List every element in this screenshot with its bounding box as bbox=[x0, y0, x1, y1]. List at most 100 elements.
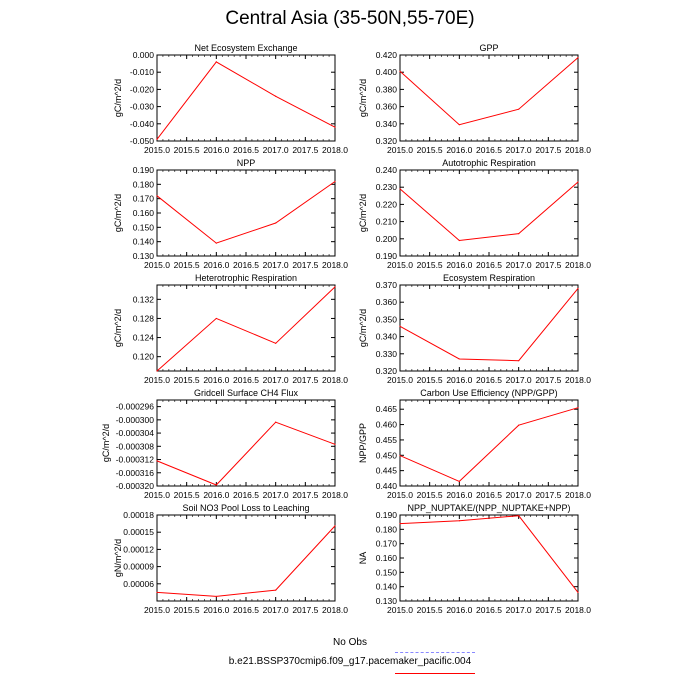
series-line bbox=[156, 181, 336, 244]
data-point bbox=[156, 460, 158, 462]
x-tick-label: 2016.0 bbox=[203, 490, 229, 500]
y-tick-label: 0.340 bbox=[376, 332, 398, 342]
plot-frame bbox=[156, 284, 336, 372]
y-tick-label: 0.465 bbox=[376, 404, 398, 414]
x-tick-label: 2017.5 bbox=[292, 490, 318, 500]
data-point bbox=[334, 126, 336, 128]
y-axis-label: gC/m^2/d bbox=[101, 424, 111, 462]
data-point bbox=[156, 591, 158, 594]
y-tick-label: 0.00018 bbox=[123, 510, 154, 520]
chart-panel: Heterotrophic Respiration gC/m^2/d 2015.0 2… bbox=[113, 273, 348, 385]
panel-title: Carbon Use Efficiency (NPP/GPP) bbox=[420, 388, 557, 398]
data-point bbox=[399, 325, 401, 327]
x-tick-label: 2017.5 bbox=[292, 260, 318, 270]
y-tick-label: 0.160 bbox=[133, 208, 155, 218]
series-line bbox=[399, 288, 579, 362]
y-tick-label: 0.330 bbox=[376, 349, 398, 359]
x-tick-label: 2018.0 bbox=[322, 490, 348, 500]
y-axis-label: gC/m^2/d bbox=[358, 309, 368, 347]
y-tick-label: -0.050 bbox=[130, 136, 154, 146]
chart-panel: NPP_NUPTAKE/(NPP_NUPTAKE+NPP) NA 2015.0 201… bbox=[358, 503, 591, 615]
data-point bbox=[334, 443, 336, 445]
x-tick-label: 2015.0 bbox=[144, 605, 170, 615]
x-tick-label: 2018.0 bbox=[565, 490, 591, 500]
y-tick-label: 0.00009 bbox=[123, 562, 154, 572]
y-tick-label: 0.445 bbox=[376, 466, 398, 476]
x-tick-label: 2016.0 bbox=[203, 260, 229, 270]
x-tick-label: 2018.0 bbox=[322, 375, 348, 385]
x-tick-label: 2016.0 bbox=[203, 375, 229, 385]
panel-title: GPP bbox=[479, 43, 498, 53]
x-tick-label: 2017.5 bbox=[535, 490, 561, 500]
y-tick-label: 0.150 bbox=[376, 567, 398, 577]
series-line bbox=[156, 421, 336, 486]
data-point bbox=[458, 239, 460, 242]
data-point bbox=[334, 180, 336, 183]
x-tick-label: 2015.5 bbox=[417, 375, 443, 385]
y-tick-label: 0.320 bbox=[376, 366, 398, 376]
y-tick-label: 0.140 bbox=[376, 582, 398, 592]
x-tick-label: 2016.5 bbox=[476, 260, 502, 270]
x-tick-label: 2015.0 bbox=[387, 605, 413, 615]
y-tick-label: -0.010 bbox=[130, 67, 154, 77]
y-tick-label: 0.350 bbox=[376, 314, 398, 324]
x-tick-label: 2017.5 bbox=[535, 260, 561, 270]
data-point bbox=[215, 242, 217, 244]
y-tick-label: 0.00012 bbox=[123, 544, 154, 554]
y-tick-label: -0.000308 bbox=[116, 441, 155, 451]
y-tick-label: 0.150 bbox=[133, 222, 155, 232]
x-tick-label: 2017.0 bbox=[263, 490, 289, 500]
figure-title: Central Asia (35-50N,55-70E) bbox=[225, 8, 475, 29]
y-tick-label: -0.000300 bbox=[116, 415, 155, 425]
plot-frame bbox=[156, 399, 336, 487]
plot-frame bbox=[156, 514, 336, 602]
chart-panel: Ecosystem Respiration gC/m^2/d 2015.0 2015.… bbox=[358, 273, 591, 385]
plot-frame bbox=[156, 54, 336, 142]
x-tick-label: 2016.0 bbox=[203, 145, 229, 155]
x-tick-label: 2017.0 bbox=[263, 375, 289, 385]
y-tick-label: 0.450 bbox=[376, 450, 398, 460]
x-tick-label: 2015.0 bbox=[144, 145, 170, 155]
data-point bbox=[334, 286, 336, 288]
x-tick-label: 2016.5 bbox=[476, 605, 502, 615]
x-tick-label: 2016.5 bbox=[476, 145, 502, 155]
data-point bbox=[458, 520, 460, 522]
y-tick-label: 0.00006 bbox=[123, 579, 154, 589]
y-tick-label: 0.130 bbox=[133, 251, 155, 261]
x-tick-label: 2017.0 bbox=[506, 490, 532, 500]
y-tick-label: 0.190 bbox=[376, 251, 398, 261]
x-tick-label: 2017.0 bbox=[506, 260, 532, 270]
data-point bbox=[518, 424, 520, 426]
y-tick-label: 0.130 bbox=[376, 596, 398, 606]
x-tick-label: 2016.5 bbox=[476, 375, 502, 385]
y-tick-label: 0.380 bbox=[376, 84, 398, 94]
data-point bbox=[458, 124, 460, 126]
y-tick-label: 0.440 bbox=[376, 481, 398, 491]
series-line bbox=[156, 525, 336, 597]
plot-frame bbox=[399, 399, 579, 487]
x-tick-label: 2017.5 bbox=[292, 605, 318, 615]
y-axis-label: NPP/GPP bbox=[358, 423, 368, 463]
chart-panel: Gridcell Surface CH4 Flux gC/m^2/d 2015.0 2… bbox=[101, 388, 348, 500]
chart-panel: Autotrophic Respiration gC/m^2/d 2015.0 201… bbox=[358, 158, 591, 270]
series-line bbox=[399, 515, 579, 593]
panel-title: Autotrophic Respiration bbox=[442, 158, 536, 168]
y-tick-label: 0.124 bbox=[133, 333, 155, 343]
data-point bbox=[215, 595, 217, 598]
y-tick-label: 0.140 bbox=[133, 237, 155, 247]
y-tick-label: 0.160 bbox=[376, 553, 398, 563]
data-point bbox=[215, 484, 217, 486]
x-tick-label: 2015.0 bbox=[387, 490, 413, 500]
x-tick-label: 2017.0 bbox=[506, 605, 532, 615]
x-tick-label: 2015.5 bbox=[174, 375, 200, 385]
x-tick-label: 2015.0 bbox=[144, 260, 170, 270]
x-tick-label: 2015.5 bbox=[174, 260, 200, 270]
y-axis-label: NA bbox=[358, 552, 368, 565]
chart-panel: NPP gC/m^2/d 2015.0 2015.5 2016.0 2016.5 2017.… bbox=[113, 158, 348, 270]
data-point bbox=[275, 589, 277, 591]
y-tick-label: 0.120 bbox=[133, 352, 155, 362]
x-tick-label: 2017.0 bbox=[263, 145, 289, 155]
y-tick-label: -0.040 bbox=[130, 119, 154, 129]
x-tick-label: 2015.0 bbox=[387, 260, 413, 270]
x-tick-label: 2017.5 bbox=[535, 145, 561, 155]
